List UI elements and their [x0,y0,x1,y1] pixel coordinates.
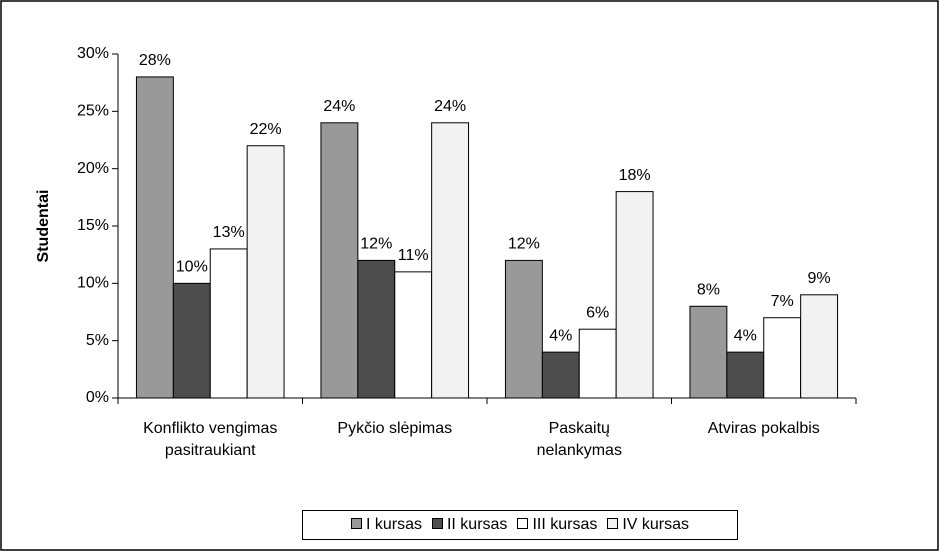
legend-label: III kursas [532,516,598,533]
bar [172,282,211,399]
legend-label: II kursas [446,516,508,533]
bar [726,351,765,399]
value-label: 6% [586,304,609,321]
bar [320,122,359,399]
bar [135,76,174,399]
bar [431,122,470,399]
legend-item: II kursas [431,516,508,534]
x-tick-label: Paskaitų nelankymas [536,420,622,459]
legend-swatch [607,518,619,529]
x-tick-label: Atviras pokalbis [707,420,820,437]
legend: I kursas II kursas III kursas IV kursas [302,510,738,540]
bar [615,191,654,399]
value-label: 10% [176,259,208,276]
bar [357,259,396,399]
y-tick-label: 10% [77,275,109,292]
value-label: 24% [323,98,355,115]
legend-label: IV kursas [622,516,690,533]
legend-swatch [350,518,362,529]
value-label: 9% [808,270,831,287]
value-label: 24% [434,98,466,115]
legend-swatch [431,518,443,529]
legend-label: I kursas [365,516,422,533]
value-label: 7% [771,293,794,310]
x-tick-label: Pykčio slėpimas [337,420,453,437]
x-tick-label: Konflikto vengimas pasitraukiant [143,420,278,459]
legend-item: III kursas [517,516,597,534]
y-tick-label: 20% [77,160,109,177]
legend-item: IV kursas [607,516,689,534]
value-label: 4% [549,327,572,344]
y-axis-label: Studentai [35,190,52,263]
bar [578,328,617,399]
y-tick-label: 15% [77,217,109,234]
value-label: 4% [734,327,757,344]
value-label: 8% [697,281,720,298]
bar [763,317,802,399]
bar [504,259,543,399]
value-label: 28% [139,52,171,69]
bar [800,294,839,399]
legend-swatch [517,518,529,529]
y-tick-label: 5% [86,332,109,349]
value-label: 18% [619,167,651,184]
bar [394,271,433,399]
value-label: 12% [360,236,392,253]
bar [209,248,248,399]
y-tick-label: 30% [77,45,109,62]
value-label: 13% [213,224,245,241]
value-label: 11% [398,247,429,264]
value-label: 22% [250,121,282,138]
y-tick-label: 0% [86,389,109,406]
legend-item: I kursas [350,516,422,534]
bar [689,305,728,399]
bar [541,351,580,399]
value-label: 12% [508,236,540,253]
y-tick-label: 25% [77,103,109,120]
bar [246,145,285,399]
